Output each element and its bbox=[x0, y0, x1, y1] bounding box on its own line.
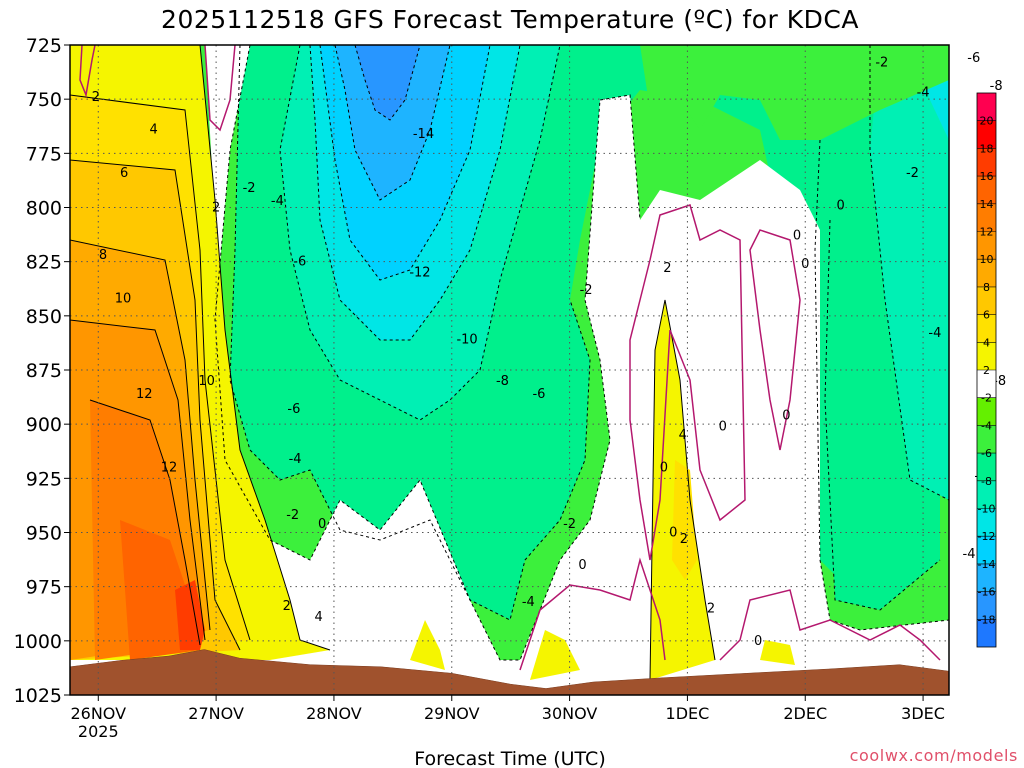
contour-label: -4 bbox=[963, 547, 976, 562]
colorbar-label: -16 bbox=[978, 586, 996, 599]
colorbar-label: -2 bbox=[981, 392, 992, 405]
contour-label: 2 bbox=[663, 261, 671, 276]
colorbar-label: -6 bbox=[981, 447, 992, 460]
x-tick-label: 26NOV bbox=[70, 704, 126, 723]
y-axis: 725 750 775 800 825 850 875 900 925 950 975 1000 102… bbox=[14, 35, 70, 707]
contour-label: 2 bbox=[680, 532, 688, 547]
contour-label: -4 bbox=[928, 326, 941, 341]
colorbar-label: 16 bbox=[980, 170, 994, 183]
contour-label: 2 bbox=[92, 90, 100, 105]
y-tick-label: 1000 bbox=[14, 631, 62, 653]
y-tick-label: 775 bbox=[26, 143, 62, 165]
contour-label: 0 bbox=[318, 517, 326, 532]
contour-label: -2 bbox=[563, 517, 576, 532]
y-tick-label: 975 bbox=[26, 577, 62, 599]
x-tick-label: 28NOV bbox=[306, 704, 362, 723]
contour-label: -12 bbox=[409, 266, 430, 281]
contour-label: -8 bbox=[990, 79, 1003, 94]
y-tick-label: 800 bbox=[26, 198, 62, 220]
contour-label: -2 bbox=[906, 166, 919, 181]
contour-label: 0 bbox=[782, 409, 790, 424]
contour-label: -6 bbox=[532, 387, 545, 402]
contour-label: -2 bbox=[243, 181, 256, 196]
y-tick-label: 900 bbox=[26, 414, 62, 436]
contour-label: 0 bbox=[578, 558, 586, 573]
colorbar-label: 10 bbox=[980, 253, 994, 266]
source-credit[interactable]: coolwx.com/models bbox=[850, 746, 1018, 765]
x-tick-label: 1DEC bbox=[666, 704, 710, 723]
y-tick-label: 725 bbox=[26, 35, 62, 57]
contour-label: 0 bbox=[793, 229, 801, 244]
x-tick-label: 3DEC bbox=[901, 704, 945, 723]
contour-label: -6 bbox=[293, 255, 306, 270]
x-tick-sublabel: 2025 bbox=[78, 722, 119, 741]
colorbar-label: -18 bbox=[978, 613, 996, 626]
contour-label: 0 bbox=[754, 634, 762, 649]
temperature-forecast-chart: 2025112518 GFS Forecast Temperature (ºC)… bbox=[0, 0, 1024, 768]
colorbar-label: 20 bbox=[980, 115, 994, 128]
contour-label: -6 bbox=[287, 402, 300, 417]
contour-label: -10 bbox=[456, 333, 477, 348]
contour-label: 12 bbox=[136, 387, 153, 402]
y-tick-label: 925 bbox=[26, 468, 62, 490]
x-tick-label: 29NOV bbox=[424, 704, 480, 723]
colorbar-label: 4 bbox=[983, 336, 990, 349]
contour-label: -4 bbox=[271, 194, 284, 209]
contour-label: -2 bbox=[286, 508, 299, 523]
contour-label: -2 bbox=[580, 283, 593, 298]
contour-label: 12 bbox=[161, 461, 178, 476]
contour-label: 2 bbox=[212, 201, 220, 216]
contour-label: 0 bbox=[719, 419, 727, 434]
y-tick-label: 850 bbox=[26, 306, 62, 328]
x-tick-label: 2DEC bbox=[783, 704, 827, 723]
contour-label: 0 bbox=[836, 198, 844, 213]
contour-label: 10 bbox=[115, 292, 132, 307]
contour-label: 4 bbox=[150, 123, 158, 138]
colorbar: -18 -16 -14 -12 -10 -8 -6 -4 -2 2 4 6 8 10 12 14 16 18 20 bbox=[977, 93, 996, 647]
y-tick-label: 750 bbox=[26, 89, 62, 111]
y-tick-label: 950 bbox=[26, 523, 62, 545]
y-tick-label: 1025 bbox=[14, 685, 62, 707]
contour-label: -14 bbox=[413, 127, 434, 142]
contour-label: 2 bbox=[707, 601, 715, 616]
colorbar-label: 12 bbox=[980, 226, 994, 239]
contour-label: -4 bbox=[289, 452, 302, 467]
colorbar-label: 8 bbox=[983, 281, 990, 294]
contour-label: 0 bbox=[669, 526, 677, 541]
x-tick-label: 27NOV bbox=[188, 704, 244, 723]
colorbar-label: -12 bbox=[978, 530, 996, 543]
colorbar-label: 18 bbox=[980, 142, 994, 155]
contour-label: -8 bbox=[496, 374, 509, 389]
contour-label: -4 bbox=[917, 86, 930, 101]
colorbar-label: 14 bbox=[980, 198, 994, 211]
colorbar-label: -14 bbox=[978, 558, 996, 571]
colorbar-label: 2 bbox=[983, 364, 990, 377]
contour-label: -4 bbox=[522, 595, 535, 610]
contour-label: 0 bbox=[801, 257, 809, 272]
colorbar-label: 6 bbox=[983, 309, 990, 322]
y-tick-label: 875 bbox=[26, 360, 62, 382]
contour-label: -2 bbox=[875, 55, 888, 70]
contour-label: 4 bbox=[679, 428, 687, 443]
y-tick-label: 825 bbox=[26, 252, 62, 274]
contour-label: 6 bbox=[120, 166, 128, 181]
contour-label: 10 bbox=[198, 374, 215, 389]
contour-label: 2 bbox=[283, 599, 291, 614]
colorbar-label: -10 bbox=[978, 503, 996, 516]
colorbar-label: -8 bbox=[981, 475, 992, 488]
colorbar-label: -4 bbox=[981, 419, 992, 432]
x-tick-label: 30NOV bbox=[542, 704, 598, 723]
contour-label: 0 bbox=[660, 461, 668, 476]
contour-label: 8 bbox=[99, 248, 107, 263]
contour-label: 4 bbox=[314, 610, 322, 625]
x-axis-label: Forecast Time (UTC) bbox=[414, 748, 605, 768]
chart-title: 2025112518 GFS Forecast Temperature (ºC)… bbox=[161, 5, 859, 34]
contour-label: -6 bbox=[967, 51, 980, 66]
